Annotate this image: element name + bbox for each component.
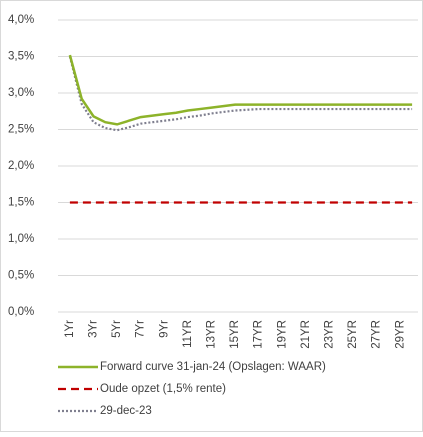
x-tick-label: 1Yr — [64, 320, 76, 338]
x-tick-label: 21YR — [300, 320, 312, 349]
x-tick-label: 17YR — [253, 320, 265, 349]
y-tick-label: 3,5% — [8, 51, 34, 63]
x-tick-label: 3Yr — [88, 320, 100, 338]
legend-label: Forward curve 31-jan-24 (Opslagen: WAAR) — [100, 361, 326, 373]
x-tick-label: 15YR — [229, 320, 241, 349]
y-tick-label: 2,5% — [8, 124, 34, 136]
y-tick-label: 2,0% — [8, 160, 34, 172]
y-tick-label: 0,5% — [8, 270, 34, 282]
legend-label: 29-dec-23 — [100, 405, 152, 417]
x-tick-label: 25YR — [347, 320, 359, 349]
x-tick-label: 23YR — [324, 320, 336, 349]
x-tick-label: 13YR — [206, 320, 218, 349]
series-line — [68, 54, 413, 126]
x-tick-label: 9Yr — [158, 320, 170, 338]
x-tick-label: 7Yr — [135, 320, 147, 338]
y-tick-label: 1,0% — [8, 233, 34, 245]
y-tick-label: 4,0% — [8, 14, 34, 26]
x-tick-label: 29YR — [394, 320, 406, 349]
y-tick-label: 0,0% — [8, 306, 34, 318]
legend-label: Oude opzet (1,5% rente) — [100, 383, 226, 395]
y-tick-label: 1,5% — [8, 197, 34, 209]
x-tick-label: 19YR — [276, 320, 288, 349]
y-tick-label: 3,0% — [8, 87, 34, 99]
x-tick-label: 27YR — [371, 320, 383, 349]
x-tick-label: 11YR — [182, 320, 194, 348]
x-tick-label: 5Yr — [111, 320, 123, 338]
series-line — [68, 56, 413, 132]
